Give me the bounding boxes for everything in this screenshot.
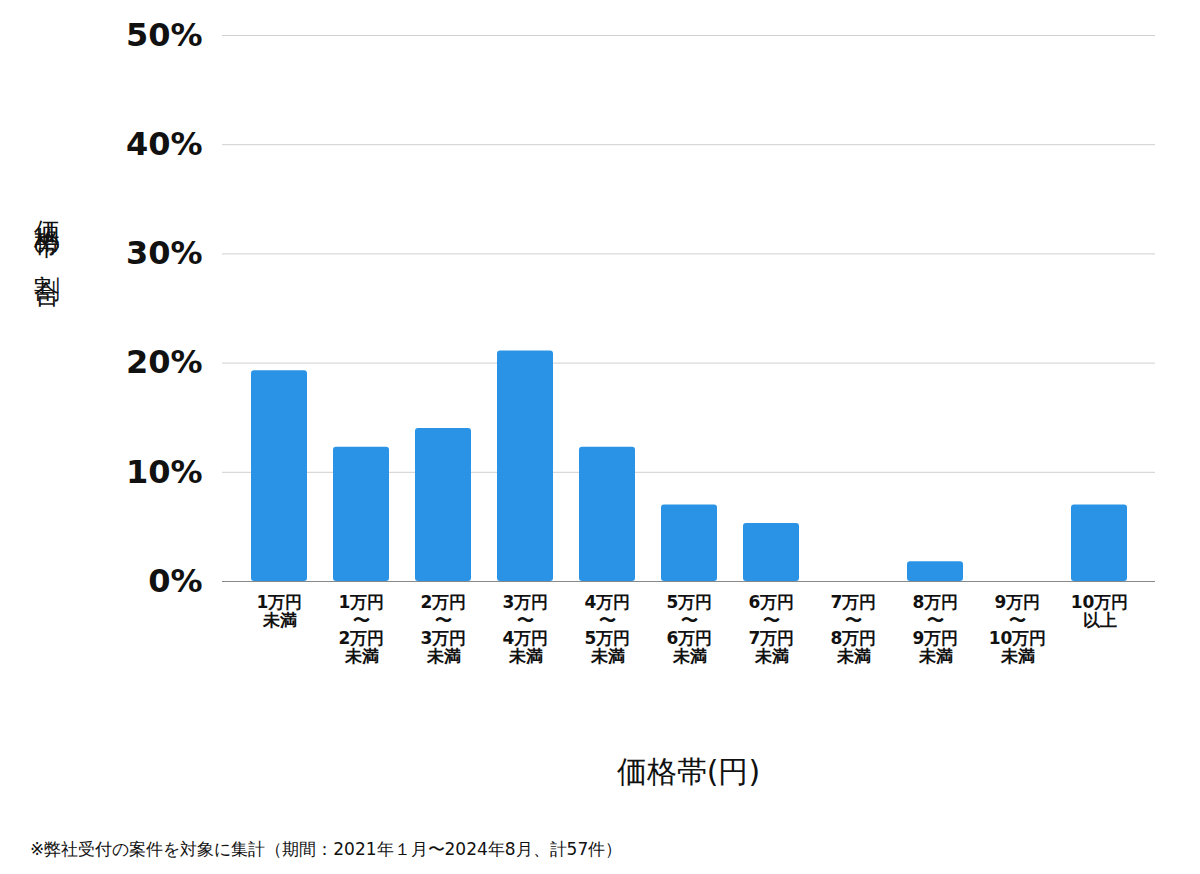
svg-text:7万円〜8万円未満: 7万円〜8万円未満 xyxy=(831,592,877,666)
svg-text:30%: 30% xyxy=(126,234,203,272)
svg-text:40%: 40% xyxy=(126,125,203,163)
svg-text:10万円以上: 10万円以上 xyxy=(1071,592,1129,630)
svg-text:9万円〜10万円未満: 9万円〜10万円未満 xyxy=(989,592,1047,666)
svg-text:5万円〜6万円未満: 5万円〜6万円未満 xyxy=(667,592,713,666)
svg-text:1万円〜2万円未満: 1万円〜2万円未満 xyxy=(339,592,385,666)
svg-text:1万円未満: 1万円未満 xyxy=(257,592,303,630)
svg-text:10%: 10% xyxy=(126,453,203,491)
svg-text:3万円〜4万円未満: 3万円〜4万円未満 xyxy=(503,592,549,666)
svg-text:2万円〜3万円未満: 2万円〜3万円未満 xyxy=(421,592,467,666)
svg-text:0%: 0% xyxy=(148,562,202,600)
svg-text:20%: 20% xyxy=(126,343,203,381)
html-text:価格帯の割合: 価格帯の割合 xyxy=(32,200,62,266)
svg-text:50%: 50% xyxy=(126,16,203,54)
html-text:※弊社受付の案件を対象に集計（期間：2021年１月〜2024: ※弊社受付の案件を対象に集計（期間：2021年１月〜2024年8月、計57件） xyxy=(30,839,623,859)
svg-text:4万円〜5万円未満: 4万円〜5万円未満 xyxy=(585,592,631,666)
html-text:価格帯(円): 価格帯(円) xyxy=(616,754,761,789)
svg-text:8万円〜9万円未満: 8万円〜9万円未満 xyxy=(913,592,959,666)
svg-text:6万円〜7万円未満: 6万円〜7万円未満 xyxy=(749,592,795,666)
